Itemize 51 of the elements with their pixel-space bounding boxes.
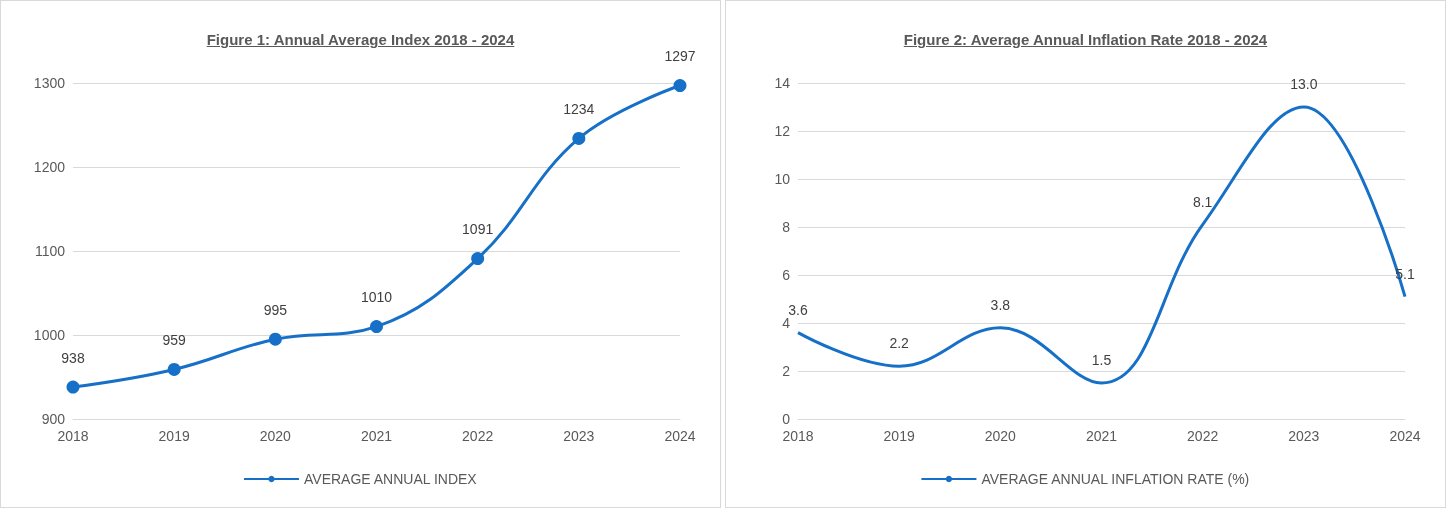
- point: [66, 380, 80, 394]
- x-tick-label: 2019: [883, 428, 915, 444]
- y-tick-label: 6: [782, 267, 791, 283]
- point: [572, 131, 586, 145]
- text: 8.1: [1192, 193, 1213, 210]
- chart-title: Figure 2: Average Annual Inflation Rate 2018 - 2024: [902, 31, 1269, 48]
- text: 3.6: [788, 301, 808, 318]
- y-tick-label: 14: [774, 75, 791, 91]
- y-tick-label: 1100: [34, 243, 66, 259]
- data-label: 1297: [664, 48, 696, 65]
- data-label: 1234: [563, 100, 595, 117]
- y-tick-label: 900: [41, 411, 66, 427]
- x-tick-label: 2019: [158, 428, 190, 444]
- y-tick-label: 4: [782, 315, 791, 331]
- x-tick-label: 2022: [1187, 428, 1219, 444]
- y-tick-label: 1000: [33, 327, 66, 343]
- y-tick-label: 1300: [33, 75, 66, 91]
- point: [673, 79, 687, 93]
- x-tick-label: 2020: [259, 428, 292, 444]
- x-tick-label: 2018: [782, 428, 814, 444]
- point: [167, 362, 181, 376]
- legend-label: AVERAGE ANNUAL INFLATION RATE (%): [981, 471, 1250, 487]
- x-tick-label: 2021: [1085, 428, 1118, 444]
- point: [471, 252, 485, 266]
- data-label: 1091: [462, 221, 494, 238]
- y-tick-label: 1200: [33, 159, 66, 175]
- y-tick-label: 0: [782, 411, 791, 427]
- data-label: 938: [61, 349, 85, 366]
- point: [268, 332, 282, 346]
- y-tick-label: 12: [774, 123, 791, 139]
- x-tick-label: 2024: [1389, 428, 1421, 444]
- x-tick-label: 2021: [360, 428, 393, 444]
- chart-title: Figure 1: Annual Average Index 2018 - 2024: [205, 31, 516, 48]
- y-tick-label: 8: [782, 219, 791, 235]
- legend-label: AVERAGE ANNUAL INDEX: [304, 471, 478, 487]
- data-label: 995: [263, 301, 288, 318]
- x-tick-label: 2020: [984, 428, 1017, 444]
- x-tick-label: 2023: [563, 428, 595, 444]
- x-tick-label: 2024: [664, 428, 696, 444]
- x-tick-label: 2018: [57, 428, 89, 444]
- data-label: 1010: [360, 289, 393, 306]
- point: [370, 320, 383, 334]
- x-tick-label: 2022: [462, 428, 494, 444]
- x-tick-label: 2023: [1288, 428, 1320, 444]
- y-tick-label: 10: [774, 171, 791, 187]
- text: 2.2: [889, 335, 909, 352]
- text: 13.0: [1290, 76, 1318, 92]
- data-label: 959: [162, 331, 187, 348]
- y-tick-label: 2: [782, 363, 791, 379]
- text: 3.8: [990, 296, 1011, 313]
- text: 1.5: [1091, 352, 1112, 368]
